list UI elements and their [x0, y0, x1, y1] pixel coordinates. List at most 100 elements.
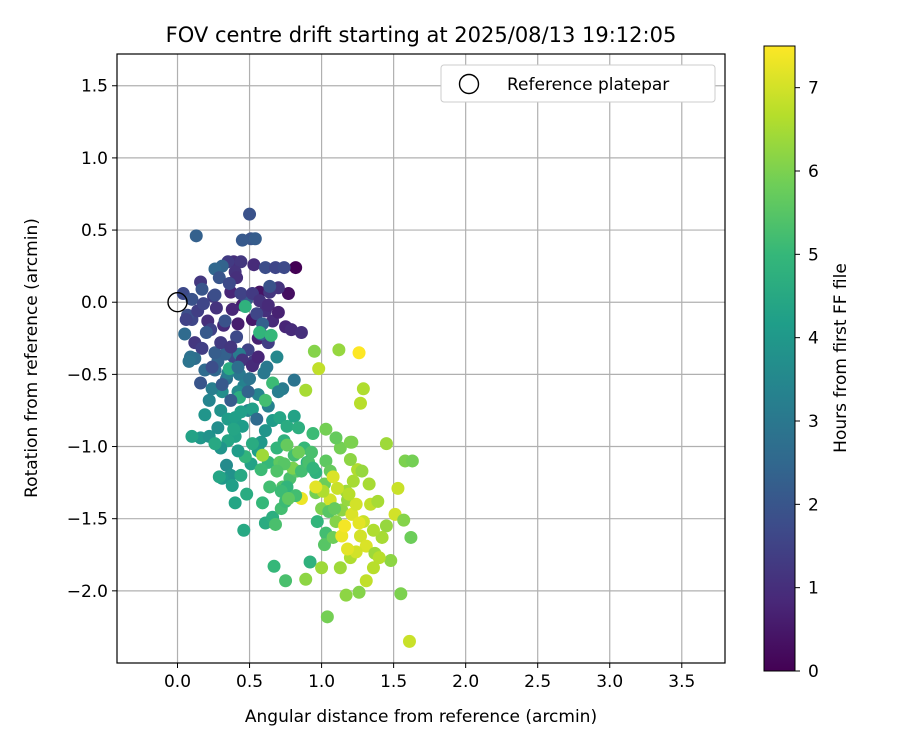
data-point: [405, 454, 419, 468]
data-point: [202, 393, 216, 407]
data-point: [306, 461, 320, 475]
data-point: [248, 232, 262, 246]
chart-title: FOV centre drift starting at 2025/08/13 …: [166, 23, 677, 47]
data-point: [338, 519, 352, 533]
colorbar-tick-label: 5: [808, 245, 819, 265]
data-point: [303, 555, 317, 569]
colorbar-tick-label: 6: [808, 162, 819, 182]
data-point: [394, 587, 408, 601]
colorbar-tick-label: 1: [808, 579, 819, 599]
data-point: [356, 382, 370, 396]
data-point: [333, 561, 347, 575]
data-point: [294, 326, 308, 340]
plot-frame: [116, 53, 726, 664]
data-point: [277, 261, 291, 275]
data-point: [359, 574, 373, 588]
data-point: [212, 470, 226, 484]
colorbar: 0 1 2 3 4 5 6 7 Hours from first FF file: [763, 45, 851, 682]
data-point: [284, 323, 298, 337]
data-point: [270, 464, 284, 478]
colorbar-ticks: 0 1 2 3 4 5 6 7: [795, 79, 819, 682]
data-point: [211, 421, 225, 435]
data-point: [310, 515, 324, 529]
y-tick-label: −1.5: [67, 510, 108, 530]
data-point: [208, 437, 222, 451]
data-point: [258, 424, 272, 438]
y-axis-ticks: 1.5 1.0 0.5 0.0 −0.5 −1.0 −1.5 −2.0: [67, 77, 117, 602]
data-point: [281, 491, 295, 505]
data-point: [241, 385, 255, 399]
data-point: [194, 376, 208, 390]
data-point: [228, 496, 242, 510]
plot-area: [117, 54, 725, 663]
y-tick-label: 0.0: [81, 293, 108, 313]
data-point: [219, 458, 233, 472]
data-point: [402, 634, 416, 648]
data-point: [294, 464, 308, 478]
data-point: [260, 360, 274, 374]
data-point: [231, 360, 245, 374]
data-point: [305, 445, 319, 459]
data-point: [234, 405, 248, 419]
data-point: [371, 494, 385, 508]
data-point: [343, 453, 357, 467]
data-point: [352, 346, 366, 360]
data-point: [307, 344, 321, 358]
data-point: [238, 300, 252, 314]
data-point: [273, 411, 287, 425]
data-point: [237, 523, 251, 537]
data-point: [345, 507, 359, 521]
data-point: [280, 419, 294, 433]
data-point: [222, 276, 236, 290]
data-point: [287, 409, 301, 423]
data-point: [306, 427, 320, 441]
x-tick-label: 3.0: [596, 672, 623, 692]
data-point: [312, 362, 326, 376]
data-point: [391, 481, 405, 495]
data-point: [342, 487, 356, 501]
data-point: [309, 480, 323, 494]
data-point: [366, 523, 380, 537]
data-point: [199, 326, 213, 340]
data-point: [355, 464, 369, 478]
x-axis-label: Angular distance from reference (arcmin): [245, 707, 597, 727]
x-tick-label: 0.0: [164, 672, 191, 692]
x-axis-ticks: 0.0 0.5 1.0 1.5 2.0 2.5 3.0 3.5: [164, 663, 695, 692]
data-point: [352, 585, 366, 599]
data-point: [315, 561, 329, 575]
data-point: [349, 497, 363, 511]
data-point: [333, 441, 347, 455]
data-point: [214, 403, 228, 417]
data-point: [256, 496, 270, 510]
data-point: [205, 360, 219, 374]
data-point: [215, 377, 229, 391]
data-point: [243, 372, 257, 386]
data-point: [214, 336, 228, 350]
x-tick-label: 2.0: [452, 672, 479, 692]
data-point: [397, 513, 411, 527]
data-point: [343, 435, 357, 449]
data-point: [225, 302, 239, 316]
data-point: [178, 327, 192, 341]
data-point: [182, 354, 196, 368]
data-point: [279, 574, 293, 588]
data-point: [208, 346, 222, 360]
data-point: [352, 516, 366, 530]
data-point: [339, 588, 353, 602]
data-point: [329, 431, 343, 445]
data-point: [271, 305, 285, 319]
data-point: [196, 297, 210, 311]
legend-entry-reference: Reference platepar: [507, 75, 669, 95]
data-point: [317, 538, 331, 552]
data-point: [270, 350, 284, 364]
data-point: [185, 429, 199, 443]
data-point: [205, 382, 219, 396]
data-point: [281, 287, 295, 301]
data-points: [176, 207, 419, 648]
data-point: [263, 279, 277, 293]
data-point: [243, 207, 257, 221]
data-point: [287, 373, 301, 387]
x-tick-label: 0.5: [236, 672, 263, 692]
legend: Reference platepar: [440, 64, 716, 103]
